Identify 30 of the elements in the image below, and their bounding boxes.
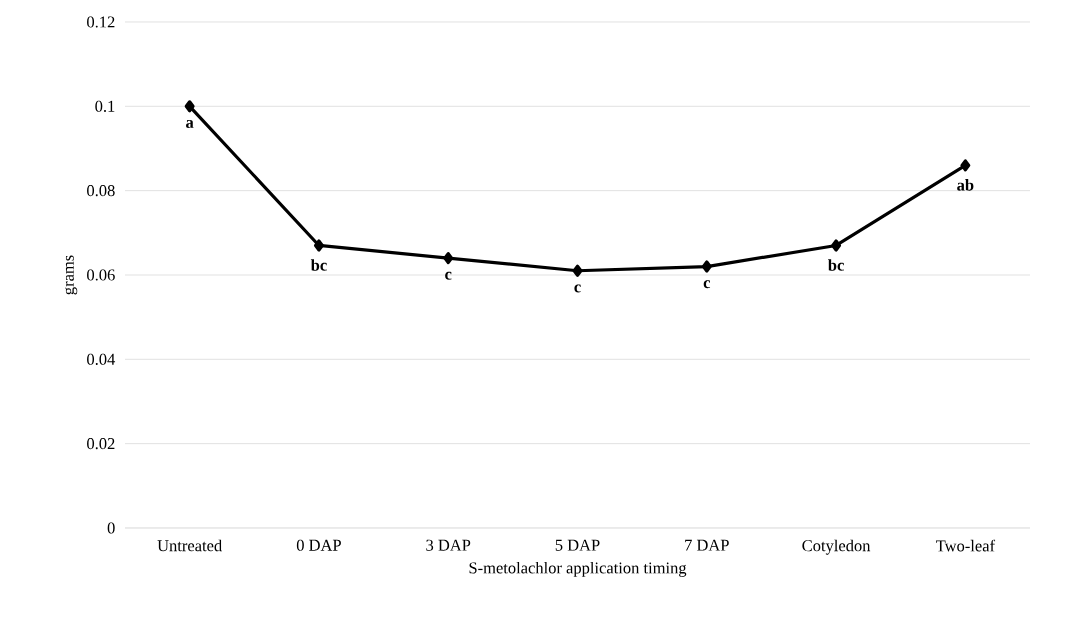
point [572, 264, 583, 277]
x-tick-label: 7 DAP [685, 539, 729, 551]
x-axis-title: S-metolachlor application timing [469, 561, 687, 577]
point [831, 239, 842, 252]
y-axis-title: grams [65, 255, 78, 295]
y-tick-label: 0.1 [95, 100, 115, 112]
x-tick-label: 3 DAP [426, 539, 471, 551]
x-tick-label: 0 DAP [296, 539, 341, 551]
point [701, 260, 712, 273]
y-tick-label: 0.12 [87, 16, 115, 28]
y-tick-label: 0.02 [87, 438, 115, 450]
annotation: c [574, 284, 581, 293]
annotation: ab [957, 179, 974, 191]
annotation: bc [828, 259, 844, 271]
x-tick-label: Untreated [157, 539, 222, 552]
x-tick-label: Two-leaf [936, 539, 996, 552]
annotation: bc [310, 259, 327, 271]
y-tick-label: 0.04 [87, 353, 116, 365]
y-tick-label: 0.08 [87, 185, 115, 197]
point [313, 239, 324, 252]
point [184, 100, 195, 113]
annotation: c [703, 280, 711, 289]
point [443, 252, 454, 265]
point [960, 159, 971, 172]
x-tick-label: 5 DAP [555, 539, 600, 551]
annotation: c [445, 271, 452, 280]
y-tick-label: 0 [107, 522, 115, 534]
y-tick-label: 0.06 [87, 269, 115, 281]
annotation: a [186, 120, 194, 128]
x-tick-label: Cotyledon [802, 539, 871, 555]
